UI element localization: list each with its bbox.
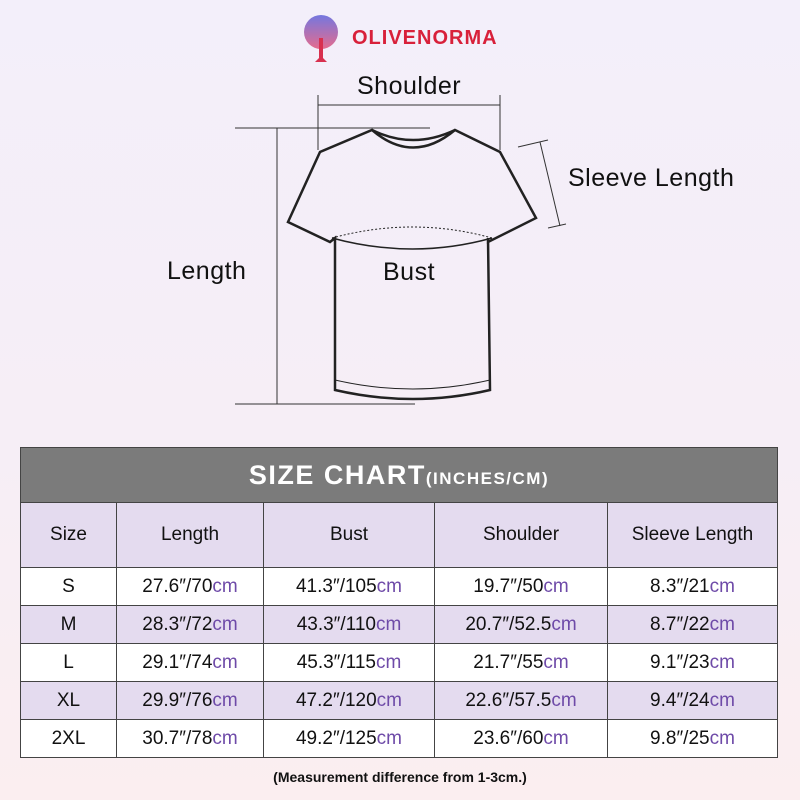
cell-length: 28.3″/72cm <box>116 605 264 644</box>
size-chart-title: SIZE CHART(INCHES/CM) <box>20 447 778 503</box>
unit-cm: cm <box>709 575 735 597</box>
tshirt-outline <box>286 128 538 401</box>
label-sleeve-length: Sleeve Length <box>568 164 735 192</box>
cell-shoulder: 20.7″/52.5cm <box>434 605 608 644</box>
value-length: 27.6″/70 <box>142 575 213 597</box>
cell-sleeve: 9.1″/23cm <box>607 643 778 682</box>
tshirt-diagram <box>235 95 567 405</box>
unit-cm: cm <box>212 651 238 673</box>
label-shoulder: Shoulder <box>357 72 462 100</box>
unit-cm: cm <box>375 613 402 635</box>
cell-size: M <box>20 605 117 644</box>
value-bust: 49.2″/125 <box>295 727 377 749</box>
value-shoulder: 23.6″/60 <box>473 727 544 749</box>
table-row: S 27.6″/70cm 41.3″/105cm 19.7″/50cm 8.3″/21c… <box>20 567 778 606</box>
unit-cm: cm <box>543 727 569 749</box>
unit-cm: cm <box>376 727 402 749</box>
col-sleeve-length: Sleeve Length <box>607 502 778 568</box>
col-shoulder: Shoulder <box>434 502 608 568</box>
cell-bust: 41.3″/105cm <box>263 567 435 606</box>
unit-cm: cm <box>551 613 577 635</box>
value-sleeve: 8.3″/21 <box>650 575 710 597</box>
unit-cm: cm <box>543 575 569 597</box>
cell-size: 2XL <box>20 719 117 758</box>
unit-cm: cm <box>212 727 238 749</box>
value-shoulder: 20.7″/52.5 <box>465 613 552 635</box>
value-shoulder: 21.7″/55 <box>473 651 544 673</box>
value-length: 28.3″/72 <box>142 613 213 635</box>
cell-sleeve: 8.7″/22cm <box>607 605 778 644</box>
cell-bust: 49.2″/125cm <box>263 719 435 758</box>
value-sleeve: 9.1″/23 <box>650 651 710 673</box>
value-bust: 43.3″/110 <box>296 613 376 635</box>
size-chart-table: SIZE CHART(INCHES/CM) Size Length Bust S… <box>20 447 778 758</box>
value-shoulder: 22.6″/57.5 <box>465 689 552 711</box>
col-bust: Bust <box>263 502 435 568</box>
table-row: XL 29.9″/76cm 47.2″/120cm 22.6″/57.5cm 9.4″/… <box>20 681 778 720</box>
cell-bust: 43.3″/110cm <box>263 605 435 644</box>
unit-cm: cm <box>212 575 238 597</box>
value-bust: 47.2″/120 <box>295 689 377 711</box>
brand-name: OLIVENORMA <box>352 26 498 49</box>
unit-cm: cm <box>375 651 402 673</box>
measurement-note: (Measurement difference from 1-3cm.) <box>273 769 527 785</box>
value-bust: 45.3″/115 <box>296 651 376 673</box>
value-bust: 41.3″/105 <box>295 575 377 597</box>
label-length: Length <box>167 257 247 285</box>
header-row: Size Length Bust Shoulder Sleeve Length <box>20 502 778 568</box>
title-text: SIZE CHART <box>248 459 426 490</box>
value-length: 29.1″/74 <box>142 651 213 673</box>
unit-cm: cm <box>709 613 735 635</box>
cell-shoulder: 23.6″/60cm <box>434 719 608 758</box>
table-row: 2XL 30.7″/78cm 49.2″/125cm 23.6″/60cm 9.8″/2… <box>20 719 778 758</box>
table-row: M 28.3″/72cm 43.3″/110cm 20.7″/52.5cm 8.7″/2… <box>20 605 778 644</box>
col-length: Length <box>116 502 264 568</box>
cell-shoulder: 19.7″/50cm <box>434 567 608 606</box>
brand-logo: OLIVENORMA <box>298 12 498 64</box>
unit-cm: cm <box>212 613 238 635</box>
col-size: Size <box>20 502 117 568</box>
unit-cm: cm <box>376 689 402 711</box>
cell-bust: 45.3″/115cm <box>263 643 435 682</box>
cell-sleeve: 9.4″/24cm <box>607 681 778 720</box>
value-sleeve: 8.7″/22 <box>650 613 710 635</box>
cell-size: S <box>20 567 117 606</box>
unit-cm: cm <box>551 689 577 711</box>
value-shoulder: 19.7″/50 <box>473 575 544 597</box>
cell-shoulder: 22.6″/57.5cm <box>434 681 608 720</box>
value-length: 30.7″/78 <box>142 727 213 749</box>
cell-size: L <box>20 643 117 682</box>
cell-sleeve: 8.3″/21cm <box>607 567 778 606</box>
unit-cm: cm <box>709 689 735 711</box>
unit-cm: cm <box>376 575 402 597</box>
cell-bust: 47.2″/120cm <box>263 681 435 720</box>
cell-length: 29.9″/76cm <box>116 681 264 720</box>
unit-cm: cm <box>709 651 735 673</box>
cell-length: 29.1″/74cm <box>116 643 264 682</box>
cell-size: XL <box>20 681 117 720</box>
cell-sleeve: 9.8″/25cm <box>607 719 778 758</box>
unit-cm: cm <box>709 727 735 749</box>
value-length: 29.9″/76 <box>142 689 213 711</box>
table-row: L 29.1″/74cm 45.3″/115cm 21.7″/55cm 9.1″/23c… <box>20 643 778 682</box>
cell-length: 27.6″/70cm <box>116 567 264 606</box>
value-sleeve: 9.8″/25 <box>650 727 710 749</box>
tree-logo-icon <box>304 15 338 62</box>
title-unit: (INCHES/CM) <box>425 468 550 488</box>
cell-shoulder: 21.7″/55cm <box>434 643 608 682</box>
unit-cm: cm <box>212 689 238 711</box>
value-sleeve: 9.4″/24 <box>650 689 710 711</box>
label-bust: Bust <box>383 258 436 286</box>
cell-length: 30.7″/78cm <box>116 719 264 758</box>
unit-cm: cm <box>543 651 569 673</box>
